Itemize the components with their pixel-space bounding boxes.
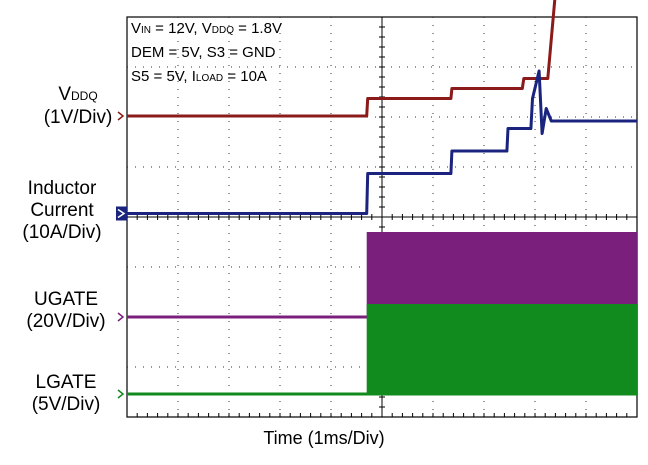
vddq-label: VDDQ (1V/Div)	[43, 84, 113, 128]
inductor-ground-marker	[116, 206, 127, 221]
ugate-switching-band	[366, 232, 637, 318]
inductor-current-label: Inductor Current (10A/Div)	[22, 178, 102, 243]
channel-markers	[116, 111, 127, 399]
inductor-ground-arrow	[117, 208, 126, 219]
vddq-trace	[127, 0, 557, 118]
condition-line-2: DEM = 5V, S3 = GND	[131, 44, 276, 61]
ugate-label: UGATE (20V/Div)	[26, 289, 106, 332]
condition-line-1: VIN = 12V, VDDQ = 1.8V	[131, 20, 282, 37]
x-axis-label: Time (1ms/Div)	[263, 428, 385, 448]
ugate-ground-marker	[117, 312, 125, 322]
lgate-ground-marker	[117, 389, 125, 399]
lgate-switching-band	[366, 304, 637, 395]
lgate-label: LGATE (5V/Div)	[31, 372, 101, 415]
condition-line-3: S5 = 5V, ILOAD = 10A	[131, 68, 267, 85]
vddq-ground-marker	[117, 111, 125, 121]
inductor-trace	[127, 69, 637, 215]
plot-traces	[127, 0, 637, 396]
